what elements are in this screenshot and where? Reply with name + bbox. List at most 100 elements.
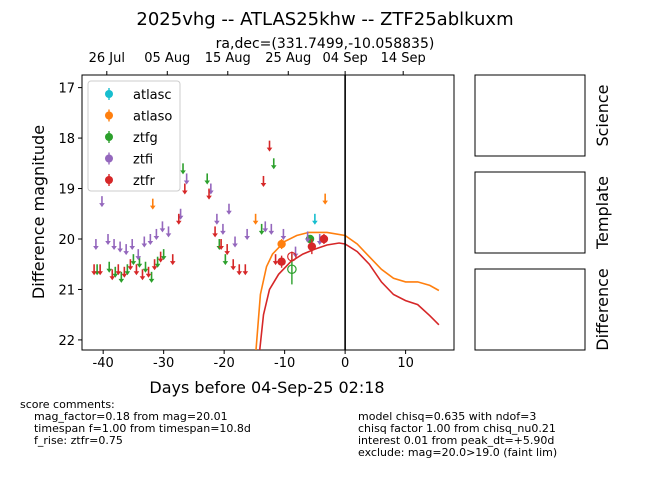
legend-marker-ztfr: [105, 176, 113, 184]
thumbnail-label: Science: [593, 84, 612, 146]
chart-subtitle: ra,dec=(331.7499,-10.058835): [216, 36, 435, 52]
upper-limit-marker: [105, 233, 111, 245]
comment-line: interest 0.01 from peak_dt=+5.90d: [358, 434, 555, 447]
thumbnail-difference: [474, 268, 586, 351]
upper-limit-marker: [232, 236, 238, 248]
comment-line: timespan f=1.00 from timespan=10.8d: [20, 422, 251, 435]
x-tick-label: 10: [397, 356, 414, 371]
comment-line: model chisq=0.635 with ndof=3: [358, 410, 537, 423]
upper-limit-marker: [145, 266, 152, 278]
upper-limit-marker: [312, 213, 318, 225]
y-tick-label: 17: [58, 82, 75, 97]
upper-limit-marker: [183, 173, 190, 185]
model-comments: model chisq=0.635 with ndof=3 chisq facto…: [358, 411, 557, 459]
model-curve-ztfr: [258, 242, 440, 350]
thumbnail-label: Template: [593, 176, 612, 250]
upper-limit-marker: [157, 251, 164, 263]
upper-limit-marker: [99, 196, 105, 208]
model-curves: [255, 231, 440, 350]
plot-area: -40 -30 -20 -10 0 10 17 18 19 20 21 22 26 Jul 05 Aug 1…: [58, 51, 455, 371]
upper-limit-marker: [224, 244, 230, 256]
thumbnail-science: [474, 74, 586, 157]
y-axis-label: Difference magnitude: [29, 125, 48, 299]
y-tick-label: 21: [58, 283, 75, 298]
thumbnail-template: [474, 171, 586, 254]
upper-limit-marker: [139, 269, 146, 281]
upper-limit-marker: [127, 259, 134, 271]
top-tick-label: 25 Aug: [265, 51, 311, 66]
upper-limit-marker: [165, 226, 172, 238]
upper-limit-marker: [153, 228, 160, 240]
upper-limit-marker: [244, 228, 250, 240]
top-tick-label: 26 Jul: [89, 51, 125, 66]
upper-limit-marker: [159, 221, 166, 233]
upper-limit-marker: [121, 266, 128, 278]
detection-marker: [319, 233, 329, 245]
comment-line: chisq factor 1.00 from chisq_nu0.21: [358, 422, 556, 435]
comment-line: f_rise: ztfr=0.75: [20, 434, 123, 447]
legend-marker-ztfg: [105, 133, 113, 141]
legend-label: atlaso: [133, 110, 172, 125]
legend-marker-ztfi: [105, 154, 113, 163]
upper-limit-marker: [226, 203, 232, 215]
upper-limit-marker: [91, 264, 97, 276]
upper-limit-marker: [214, 213, 220, 225]
top-tick-label: 15 Aug: [205, 51, 251, 66]
upper-limit-marker: [109, 269, 116, 281]
detection-marker: [277, 255, 286, 268]
upper-limit-marker: [220, 223, 226, 235]
upper-limit-marker: [206, 188, 212, 200]
upper-limit-marker: [262, 221, 269, 233]
legend-label: atlasc: [133, 88, 172, 103]
legend: atlasc atlaso ztfg ztfi ztfr: [87, 80, 181, 192]
detection-marker: [277, 238, 286, 250]
x-tick-label: -20: [214, 356, 235, 371]
upper-limit-marker: [160, 249, 167, 261]
upper-limit-marker: [123, 244, 129, 256]
upper-limit-marker: [258, 223, 265, 235]
upper-limit-marker: [242, 264, 249, 276]
comment-line: score comments:: [20, 398, 115, 411]
upper-limit-marker: [230, 259, 237, 271]
comment-line: mag_factor=0.18 from mag=20.01: [20, 410, 228, 423]
upper-limit-marker: [322, 193, 328, 205]
x-axis-label: Days before 04-Sep-25 02:18: [149, 378, 384, 397]
upper-limit-marker: [260, 175, 267, 187]
y-tick-label: 19: [58, 183, 75, 198]
thumbnail-label: Difference: [593, 268, 612, 350]
upper-limit-marker: [236, 264, 243, 276]
legend-marker-atlaso: [105, 111, 113, 120]
top-tick-label: 05 Aug: [144, 51, 190, 66]
upper-limit-marker: [204, 173, 211, 185]
x-tick-label: -40: [93, 356, 114, 371]
top-tick-label: 14 Sep: [381, 51, 426, 66]
upper-limit-marker: [148, 271, 155, 283]
legend-label: ztfr: [133, 174, 155, 189]
upper-limit-marker: [129, 239, 136, 251]
upper-limit-marker: [130, 254, 137, 266]
upper-limit-marker: [182, 183, 188, 195]
x-tick-label: -10: [274, 356, 295, 371]
model-curve-atlaso: [255, 231, 440, 350]
upper-limit-marker: [112, 266, 119, 278]
upper-limit-marker: [141, 236, 148, 248]
upper-limit-marker: [97, 264, 103, 276]
upper-limit-marker: [212, 226, 218, 238]
upper-limit-marker: [252, 213, 259, 225]
upper-limit-marker: [106, 261, 113, 273]
upper-limit-marker: [268, 223, 275, 235]
legend-label: ztfi: [133, 153, 153, 168]
thumbnail-panels: Science Template Difference: [474, 74, 612, 351]
upper-limit-marker: [149, 198, 156, 210]
axes: -40 -30 -20 -10 0 10 17 18 19 20 21 22 26 Jul 05 Aug 1…: [58, 51, 425, 371]
upper-limit-marker: [124, 264, 131, 276]
y-tick-label: 22: [58, 334, 75, 349]
upper-limit-marker: [133, 264, 140, 276]
detection-marker: [307, 238, 317, 255]
upper-limit-marker: [222, 254, 229, 266]
upper-limit-marker: [280, 228, 287, 240]
upper-limit-marker: [272, 254, 279, 266]
upper-limit-marker: [154, 256, 161, 268]
x-tick-label: -30: [153, 356, 174, 371]
